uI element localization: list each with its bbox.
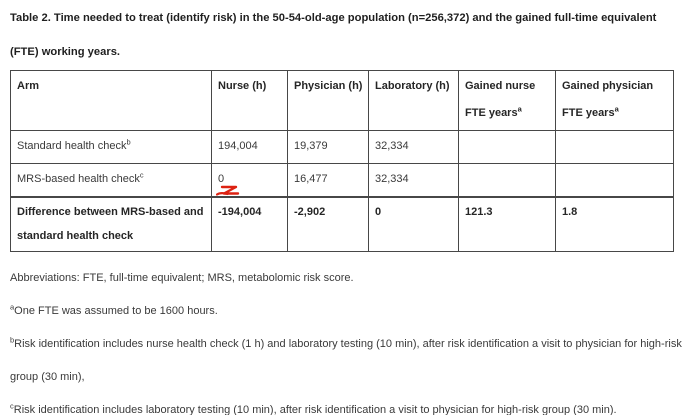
header-cell-gained-nurse-fte: Gained nurse FTE yearsa [458, 70, 556, 131]
table-row-mrs-based-health-check: MRS-based health checkc 0 16,477 32,334 [10, 163, 674, 198]
footnote-text: Risk identification includes laboratory … [13, 404, 617, 415]
cell-nurse-h: 0 [211, 163, 288, 198]
header-cell-nurse-h: Nurse (h) [211, 70, 288, 131]
footnote-text: Risk identification includes nurse healt… [10, 338, 682, 383]
footnote-superscript: a [10, 302, 15, 312]
cell-nurse-h: -194,004 [211, 196, 288, 252]
row-label-cell: MRS-based health checkc [10, 163, 212, 198]
header-cell-arm: Arm [10, 70, 212, 131]
cell-gained-nurse-fte: 121.3 [458, 196, 556, 252]
row-label-cell: Difference between MRS-based and standar… [10, 196, 212, 252]
cell-laboratory-h: 32,334 [368, 163, 459, 198]
row-label: MRS-based health check [17, 173, 140, 185]
table-row-standard-health-check: Standard health checkb 194,004 19,379 32… [10, 130, 674, 164]
footnotes-block: Abbreviations: FTE, full-time equivalent… [10, 262, 686, 415]
row-label: Difference between MRS-based and standar… [17, 206, 204, 242]
footnote-abbreviations: Abbreviations: FTE, full-time equivalent… [10, 262, 686, 295]
footnote-a: aOne FTE was assumed to be 1600 hours. [10, 295, 686, 328]
cell-value: 0 [218, 173, 225, 185]
header-superscript: a [614, 104, 619, 114]
row-superscript: b [126, 137, 131, 147]
header-row: Arm Nurse (h) Physician (h) Laboratory (… [10, 70, 674, 131]
cell-gained-physician-fte [555, 130, 674, 164]
header-label: Arm [17, 80, 40, 92]
table-row-difference: Difference between MRS-based and standar… [10, 196, 674, 252]
header-label: Gained nurse FTE years [465, 80, 536, 119]
cell-gained-physician-fte: 1.8 [555, 196, 674, 252]
header-cell-laboratory-h: Laboratory (h) [368, 70, 459, 131]
footnote-c: cRisk identification includes laboratory… [10, 394, 686, 415]
cell-gained-physician-fte [555, 163, 674, 198]
header-label: Laboratory (h) [375, 80, 450, 92]
footnote-superscript: c [10, 401, 14, 411]
red-z-scribble-mark-icon [216, 185, 240, 196]
header-label: Nurse (h) [218, 80, 267, 92]
cell-physician-h: 19,379 [287, 130, 369, 164]
table-caption: Table 2. Time needed to treat (identify … [10, 12, 657, 58]
footnote-superscript: b [10, 335, 15, 345]
cell-gained-nurse-fte [458, 130, 556, 164]
header-label: Physician (h) [294, 80, 363, 92]
header-label: Gained physician FTE years [562, 80, 654, 119]
row-label: Standard health check [17, 140, 127, 152]
cell-gained-nurse-fte [458, 163, 556, 198]
cell-laboratory-h: 0 [368, 196, 459, 252]
cell-physician-h: 16,477 [287, 163, 369, 198]
row-label-cell: Standard health checkb [10, 130, 212, 164]
cell-laboratory-h: 32,334 [368, 130, 459, 164]
footnote-b: bRisk identification includes nurse heal… [10, 328, 686, 394]
row-superscript: c [139, 170, 144, 180]
cell-nurse-h: 194,004 [211, 130, 288, 164]
cell-physician-h: -2,902 [287, 196, 369, 252]
footnote-text: Abbreviations: FTE, full-time equivalent… [10, 272, 354, 284]
footnote-text: One FTE was assumed to be 1600 hours. [14, 305, 218, 317]
header-cell-physician-h: Physician (h) [287, 70, 369, 131]
header-cell-gained-physician-fte: Gained physician FTE yearsa [555, 70, 674, 131]
header-superscript: a [517, 104, 522, 114]
results-table: Arm Nurse (h) Physician (h) Laboratory (… [10, 70, 674, 252]
